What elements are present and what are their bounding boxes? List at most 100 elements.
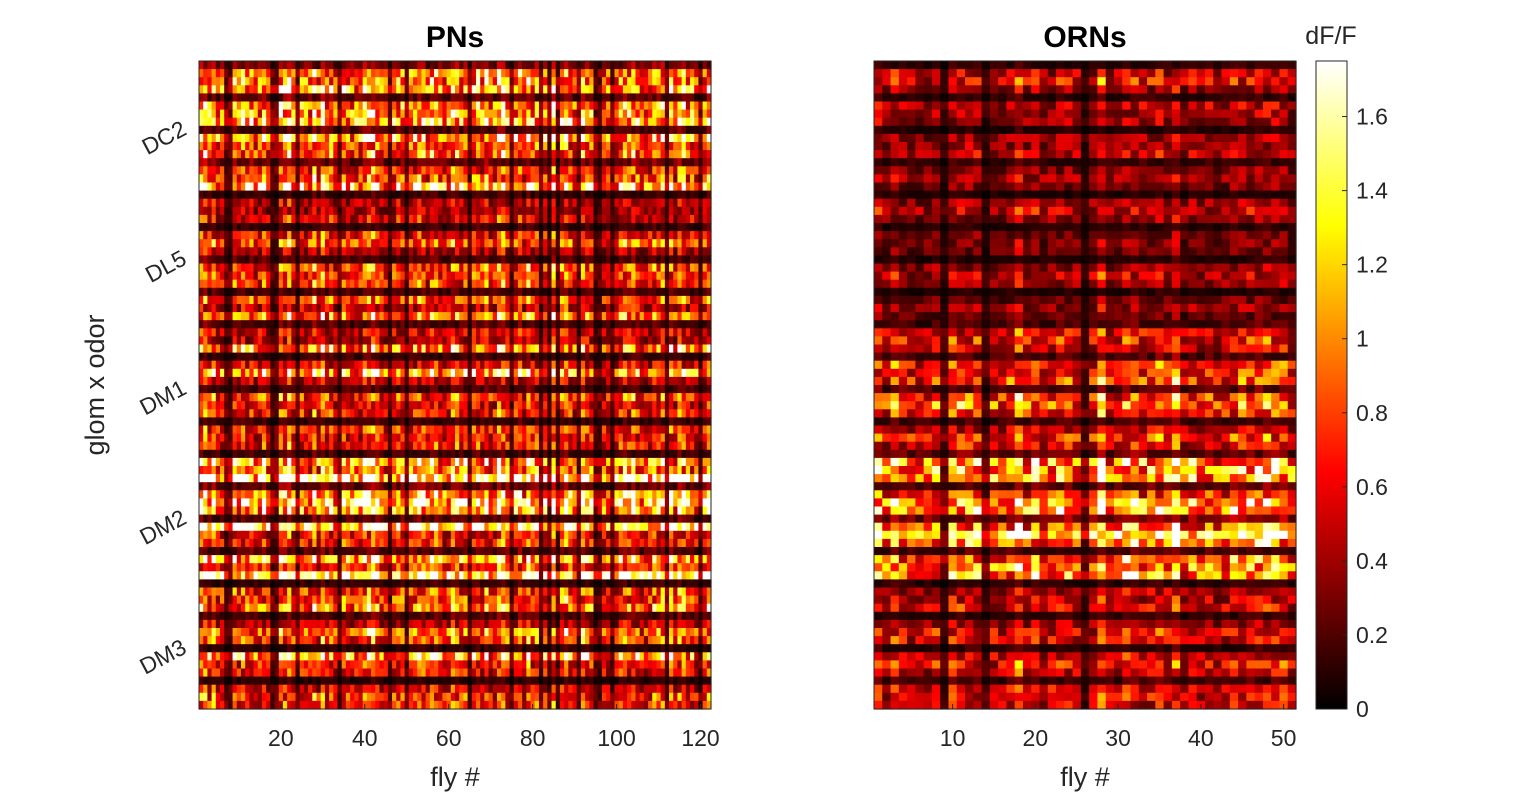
- pn-cell: [488, 101, 494, 111]
- pn-cell: [496, 239, 502, 248]
- pn-cell: [425, 182, 431, 192]
- pn-cell: [648, 158, 653, 167]
- pn-cell: [215, 142, 221, 151]
- pn-cell: [413, 263, 418, 273]
- pn-cell: [513, 368, 519, 378]
- pn-cell: [228, 271, 234, 281]
- pn-cell: [501, 239, 506, 248]
- pn-cell: [526, 69, 532, 78]
- pn-cell: [492, 360, 498, 370]
- pn-cell: [295, 239, 301, 248]
- pn-cell: [702, 255, 708, 265]
- pn-cell: [450, 271, 456, 281]
- pn-cell: [505, 109, 511, 119]
- pn-cell: [324, 255, 330, 265]
- pn-cell: [618, 352, 624, 362]
- pn-cell: [425, 223, 431, 232]
- pn-cell: [522, 85, 527, 94]
- pn-cell: [270, 376, 276, 386]
- pn-cell: [261, 368, 267, 378]
- pn-cell: [513, 133, 519, 143]
- pn-cell: [480, 368, 485, 378]
- pn-cell: [266, 85, 271, 94]
- pn-cell: [446, 239, 452, 248]
- pn-cell: [488, 312, 494, 321]
- pn-cell: [266, 109, 271, 119]
- pn-cell: [522, 182, 527, 192]
- pn-cell: [648, 295, 653, 305]
- pn-cell: [232, 360, 238, 370]
- pn-cell: [580, 109, 586, 119]
- pn-cell: [354, 125, 360, 135]
- pn-cell: [404, 336, 410, 346]
- pn-cell: [513, 231, 519, 240]
- pn-cell: [513, 77, 519, 86]
- pn-cell: [358, 376, 364, 386]
- pn-cell: [568, 214, 574, 224]
- pn-cell: [341, 376, 347, 386]
- pn-cell: [559, 182, 565, 192]
- pn-cell: [358, 385, 364, 394]
- pn-cell: [207, 198, 213, 208]
- pn-cell: [589, 368, 595, 378]
- pn-cell: [475, 117, 481, 127]
- pn-cell: [316, 231, 322, 240]
- pn-cell: [517, 255, 523, 265]
- pn-cell: [576, 336, 582, 346]
- pn-cell: [240, 198, 246, 208]
- pn-cell: [706, 174, 712, 184]
- pn-cell: [522, 320, 527, 329]
- pn-cell: [484, 182, 490, 192]
- pn-cell: [555, 158, 561, 167]
- pn-cell: [291, 69, 297, 78]
- pn-cell: [337, 287, 343, 297]
- pn-cell: [488, 287, 494, 297]
- pn-cell: [677, 344, 683, 354]
- pn-cell: [551, 368, 557, 378]
- pn-cell: [207, 336, 213, 346]
- pn-cell: [505, 190, 511, 200]
- pn-cell: [681, 69, 687, 78]
- pn-cell: [496, 304, 502, 313]
- pn-cell: [417, 231, 423, 240]
- pn-cell: [215, 271, 221, 281]
- pn-cell: [547, 247, 553, 256]
- pn-cell: [261, 61, 267, 70]
- pn-cell: [392, 320, 397, 329]
- pn-cell: [400, 150, 406, 159]
- pn-cell: [631, 255, 637, 265]
- pn-cell: [660, 344, 666, 354]
- pn-cell: [475, 320, 481, 329]
- pn-cell: [559, 255, 565, 265]
- pn-cell: [538, 69, 544, 78]
- pn-cell: [576, 360, 582, 370]
- pn-cell: [585, 328, 590, 337]
- pn-cell: [228, 255, 234, 265]
- pn-cell: [631, 125, 637, 135]
- pn-cell: [622, 360, 628, 370]
- pn-cell: [287, 328, 292, 337]
- pn-cell: [429, 376, 435, 386]
- pn-cell: [467, 295, 473, 305]
- pn-cell: [635, 142, 641, 151]
- pn-cell: [538, 336, 544, 346]
- pn-cell: [639, 247, 645, 256]
- pn-cell: [492, 239, 498, 248]
- pn-cell: [316, 263, 322, 273]
- pn-cell: [232, 142, 238, 151]
- pn-cell: [341, 271, 347, 281]
- pn-cell: [295, 214, 301, 224]
- pn-cell: [379, 352, 385, 362]
- pn-cell: [387, 368, 393, 378]
- pn-cell: [601, 312, 607, 321]
- pn-cell: [408, 344, 414, 354]
- pn-cell: [509, 214, 515, 224]
- pn-cell: [459, 117, 464, 127]
- pn-cell: [496, 69, 502, 78]
- pn-cell: [522, 352, 527, 362]
- pn-cell: [282, 271, 288, 281]
- pn-cell: [295, 69, 301, 78]
- pn-cell: [618, 271, 624, 281]
- pn-cell: [681, 142, 687, 151]
- pn-cell: [639, 174, 645, 184]
